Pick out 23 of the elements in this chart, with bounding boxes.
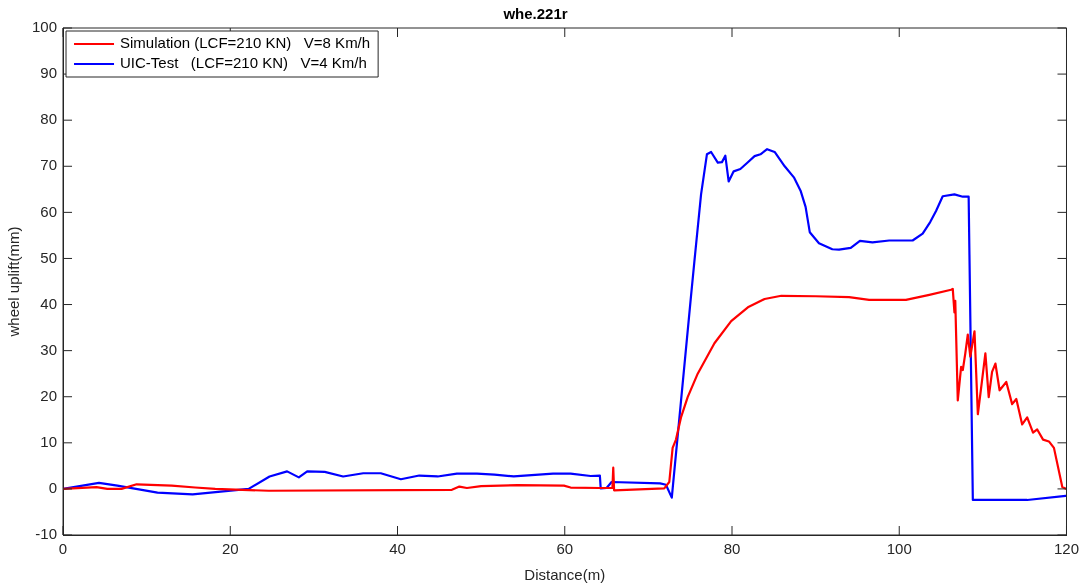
y-tick-label: 0 <box>48 479 58 497</box>
x-tick-label: 100 <box>886 540 912 558</box>
x-tick-label: 40 <box>389 540 406 558</box>
y-tick-label: 60 <box>40 202 58 220</box>
x-tick-label: 80 <box>723 540 741 558</box>
y-axis-title: wheel uplift(mm) <box>5 226 23 338</box>
x-tick-label: 60 <box>556 540 574 558</box>
y-tick-label: 50 <box>40 248 58 266</box>
legend-label: Simulation (LCF=210 KN) V=8 Km/h <box>120 34 371 52</box>
y-tick-label: -10 <box>35 525 58 543</box>
y-tick-label: 30 <box>40 340 58 358</box>
y-tick-label: 10 <box>40 432 58 450</box>
chart-title: whe.221r <box>502 5 568 23</box>
x-tick-label: 20 <box>221 540 239 558</box>
x-tick-label: 120 <box>1053 540 1079 558</box>
x-axis-title: Distance(m) <box>524 566 606 584</box>
y-tick-label: 40 <box>40 294 58 312</box>
y-tick-label: 90 <box>40 64 58 82</box>
y-tick-label: 20 <box>40 386 58 404</box>
y-tick-label: 100 <box>32 18 58 36</box>
legend-label: UIC-Test (LCF=210 KN) V=4 Km/h <box>120 54 367 72</box>
y-tick-label: 70 <box>40 156 58 174</box>
y-tick-label: 80 <box>40 110 58 128</box>
